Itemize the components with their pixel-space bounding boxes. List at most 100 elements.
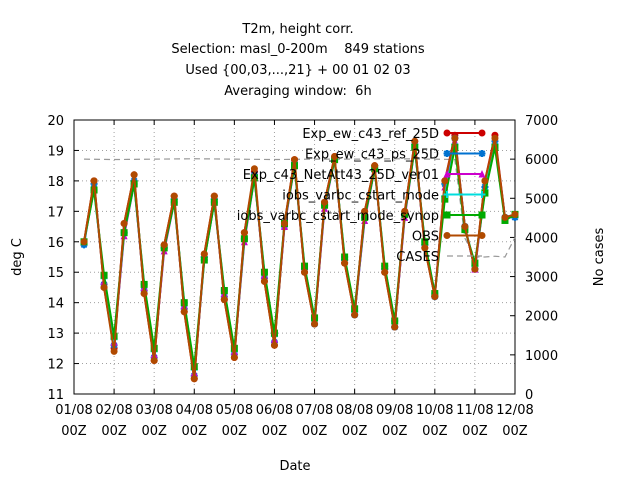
series-layer bbox=[80, 131, 519, 383]
y-tick-label: 15 bbox=[47, 266, 64, 281]
chart-title: T2m, height corr. Selection: masl_0-200m… bbox=[171, 22, 425, 99]
data-point bbox=[250, 165, 258, 173]
y2-tick-label: 6000 bbox=[525, 153, 558, 168]
legend-marker bbox=[478, 150, 486, 157]
legend-marker bbox=[478, 191, 486, 198]
y-tick-label: 18 bbox=[47, 175, 64, 190]
x-tick-label: 03/08 00Z bbox=[135, 403, 172, 439]
data-point bbox=[210, 192, 218, 200]
data-point bbox=[371, 162, 379, 170]
data-point bbox=[120, 220, 128, 228]
data-point bbox=[110, 332, 118, 340]
data-point bbox=[481, 177, 489, 185]
chart-title-line-3: Used {00,03,...,21} + 00 01 02 03 bbox=[185, 63, 410, 78]
x-tick-label: 02/08 00Z bbox=[95, 403, 132, 439]
y2-tick-label: 5000 bbox=[525, 192, 558, 207]
data-point bbox=[511, 210, 519, 218]
y2-tick-label: 1000 bbox=[525, 349, 558, 364]
data-point bbox=[461, 223, 469, 231]
x-axis-label: Date bbox=[279, 459, 310, 474]
data-point bbox=[80, 238, 88, 246]
y-tick-label: 20 bbox=[47, 114, 64, 129]
legend-marker bbox=[443, 232, 451, 239]
legend-label: OBS bbox=[412, 230, 439, 245]
data-point bbox=[421, 244, 429, 252]
y2-tick-label: 3000 bbox=[525, 271, 558, 286]
data-point bbox=[481, 189, 489, 197]
data-point bbox=[291, 156, 298, 164]
legend-marker bbox=[478, 211, 486, 219]
y2-tick-label: 7000 bbox=[525, 114, 558, 129]
data-point bbox=[451, 134, 459, 142]
y-tick-label: 11 bbox=[47, 388, 64, 403]
data-point bbox=[411, 137, 419, 145]
legend-label: Exp_ew_c43_ps_25D bbox=[305, 148, 439, 163]
data-point bbox=[270, 341, 278, 349]
y-tick-label: 19 bbox=[47, 144, 64, 159]
chart-title-line-2: Selection: masl_0-200m 849 stations bbox=[171, 42, 425, 57]
data-point bbox=[491, 134, 499, 142]
chart-title-line-1: T2m, height corr. bbox=[241, 22, 353, 37]
y-tick-label: 12 bbox=[47, 358, 64, 373]
x-tick-label: 05/08 00Z bbox=[216, 403, 253, 439]
data-point bbox=[471, 265, 479, 273]
x-tick-label: 07/08 00Z bbox=[296, 403, 333, 439]
x-tick-label: 11/08 00Z bbox=[456, 403, 493, 439]
data-point bbox=[160, 241, 168, 249]
legend-label: Exp_c43_NetAtt43_25D_ver01 bbox=[243, 168, 439, 183]
data-point bbox=[491, 143, 499, 151]
data-point bbox=[331, 153, 339, 161]
y-tick-label: 17 bbox=[47, 205, 64, 220]
x-tick-label: 06/08 00Z bbox=[256, 403, 293, 439]
data-point bbox=[431, 293, 439, 301]
y2-tick-label: 0 bbox=[525, 388, 533, 403]
data-point bbox=[451, 143, 459, 151]
series-line bbox=[83, 137, 516, 380]
data-point bbox=[351, 311, 359, 319]
legend-marker bbox=[443, 191, 451, 198]
cases-layer bbox=[84, 158, 516, 258]
y-axis-label: deg C bbox=[10, 238, 25, 276]
legend-marker bbox=[478, 170, 486, 178]
legend-label: iobs_varbc_cstart_mode_synop bbox=[237, 209, 439, 224]
data-point bbox=[220, 296, 228, 304]
data-point bbox=[100, 271, 108, 279]
data-point bbox=[150, 344, 158, 352]
data-point bbox=[361, 207, 369, 215]
data-point bbox=[150, 357, 158, 365]
legend-marker bbox=[478, 232, 486, 239]
data-point bbox=[180, 308, 188, 316]
data-point bbox=[391, 323, 399, 331]
chart-title-line-4: Averaging window: 6h bbox=[224, 84, 371, 99]
legend-marker bbox=[443, 170, 451, 178]
y-tick-label: 14 bbox=[47, 297, 64, 312]
legend-marker bbox=[443, 150, 451, 157]
data-point bbox=[230, 353, 238, 361]
data-point bbox=[311, 320, 319, 328]
data-point bbox=[381, 268, 389, 276]
data-point bbox=[240, 229, 248, 237]
x-tick-label: 10/08 00Z bbox=[416, 403, 453, 439]
data-point bbox=[321, 198, 329, 206]
data-point bbox=[90, 177, 98, 185]
series-5 bbox=[80, 134, 519, 383]
data-point bbox=[190, 375, 198, 383]
legend-label: iobs_varbc_cstart_mode bbox=[282, 189, 439, 204]
data-point bbox=[301, 268, 309, 276]
data-point bbox=[341, 259, 349, 267]
data-point bbox=[260, 277, 268, 285]
data-point bbox=[100, 283, 108, 291]
legend-marker bbox=[443, 129, 451, 137]
legend-label: CASES bbox=[396, 250, 439, 265]
x-tick-label: 12/08 00Z bbox=[496, 403, 533, 439]
data-point bbox=[140, 290, 148, 298]
x-tick-label: 09/08 00Z bbox=[376, 403, 413, 439]
data-point bbox=[441, 177, 449, 185]
legend-marker bbox=[478, 129, 486, 137]
data-point bbox=[130, 171, 138, 179]
x-tick-label: 01/08 00Z bbox=[55, 403, 92, 439]
y2-tick-label: 4000 bbox=[525, 231, 558, 246]
legend-marker bbox=[443, 211, 451, 219]
